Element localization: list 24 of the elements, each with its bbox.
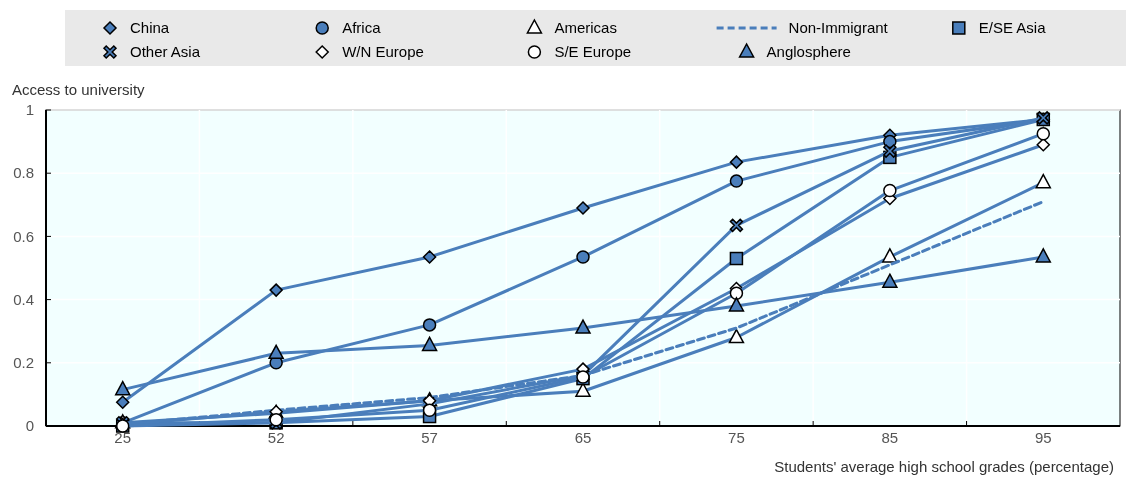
x-tick-label: 57	[421, 429, 438, 446]
legend-label: Africa	[342, 19, 382, 36]
y-tick-label: 0.6	[13, 227, 34, 245]
legend-label: Other Asia	[130, 43, 201, 60]
y-tick-label: 0.2	[13, 354, 34, 372]
x-tick-label: 25	[114, 429, 132, 446]
legend-label: Non-Immigrant	[788, 19, 889, 36]
legend-label: Anglosphere	[766, 43, 851, 60]
y-tick-label: 0.4	[13, 290, 34, 308]
legend-label: Americas	[554, 19, 617, 36]
x-tick-label: 95	[1034, 429, 1052, 446]
y-tick-label: 1	[25, 101, 34, 119]
x-tick-label: 75	[728, 429, 745, 446]
x-tick-label: 85	[881, 429, 899, 446]
legend-label: China	[130, 19, 170, 36]
legend-label: S/E Europe	[554, 43, 632, 60]
x-tick-label: 52	[267, 429, 285, 446]
y-tick-label: 0	[25, 417, 34, 435]
legend-label: E/SE Asia	[978, 19, 1047, 36]
x-axis-title: Students' average high school grades (percentage)	[774, 458, 1114, 475]
legend-label: W/N Europe	[342, 43, 424, 60]
x-tick-label: 65	[574, 429, 592, 446]
y-axis-title: Access to university	[12, 81, 146, 98]
y-tick-label: 0.8	[13, 164, 34, 182]
